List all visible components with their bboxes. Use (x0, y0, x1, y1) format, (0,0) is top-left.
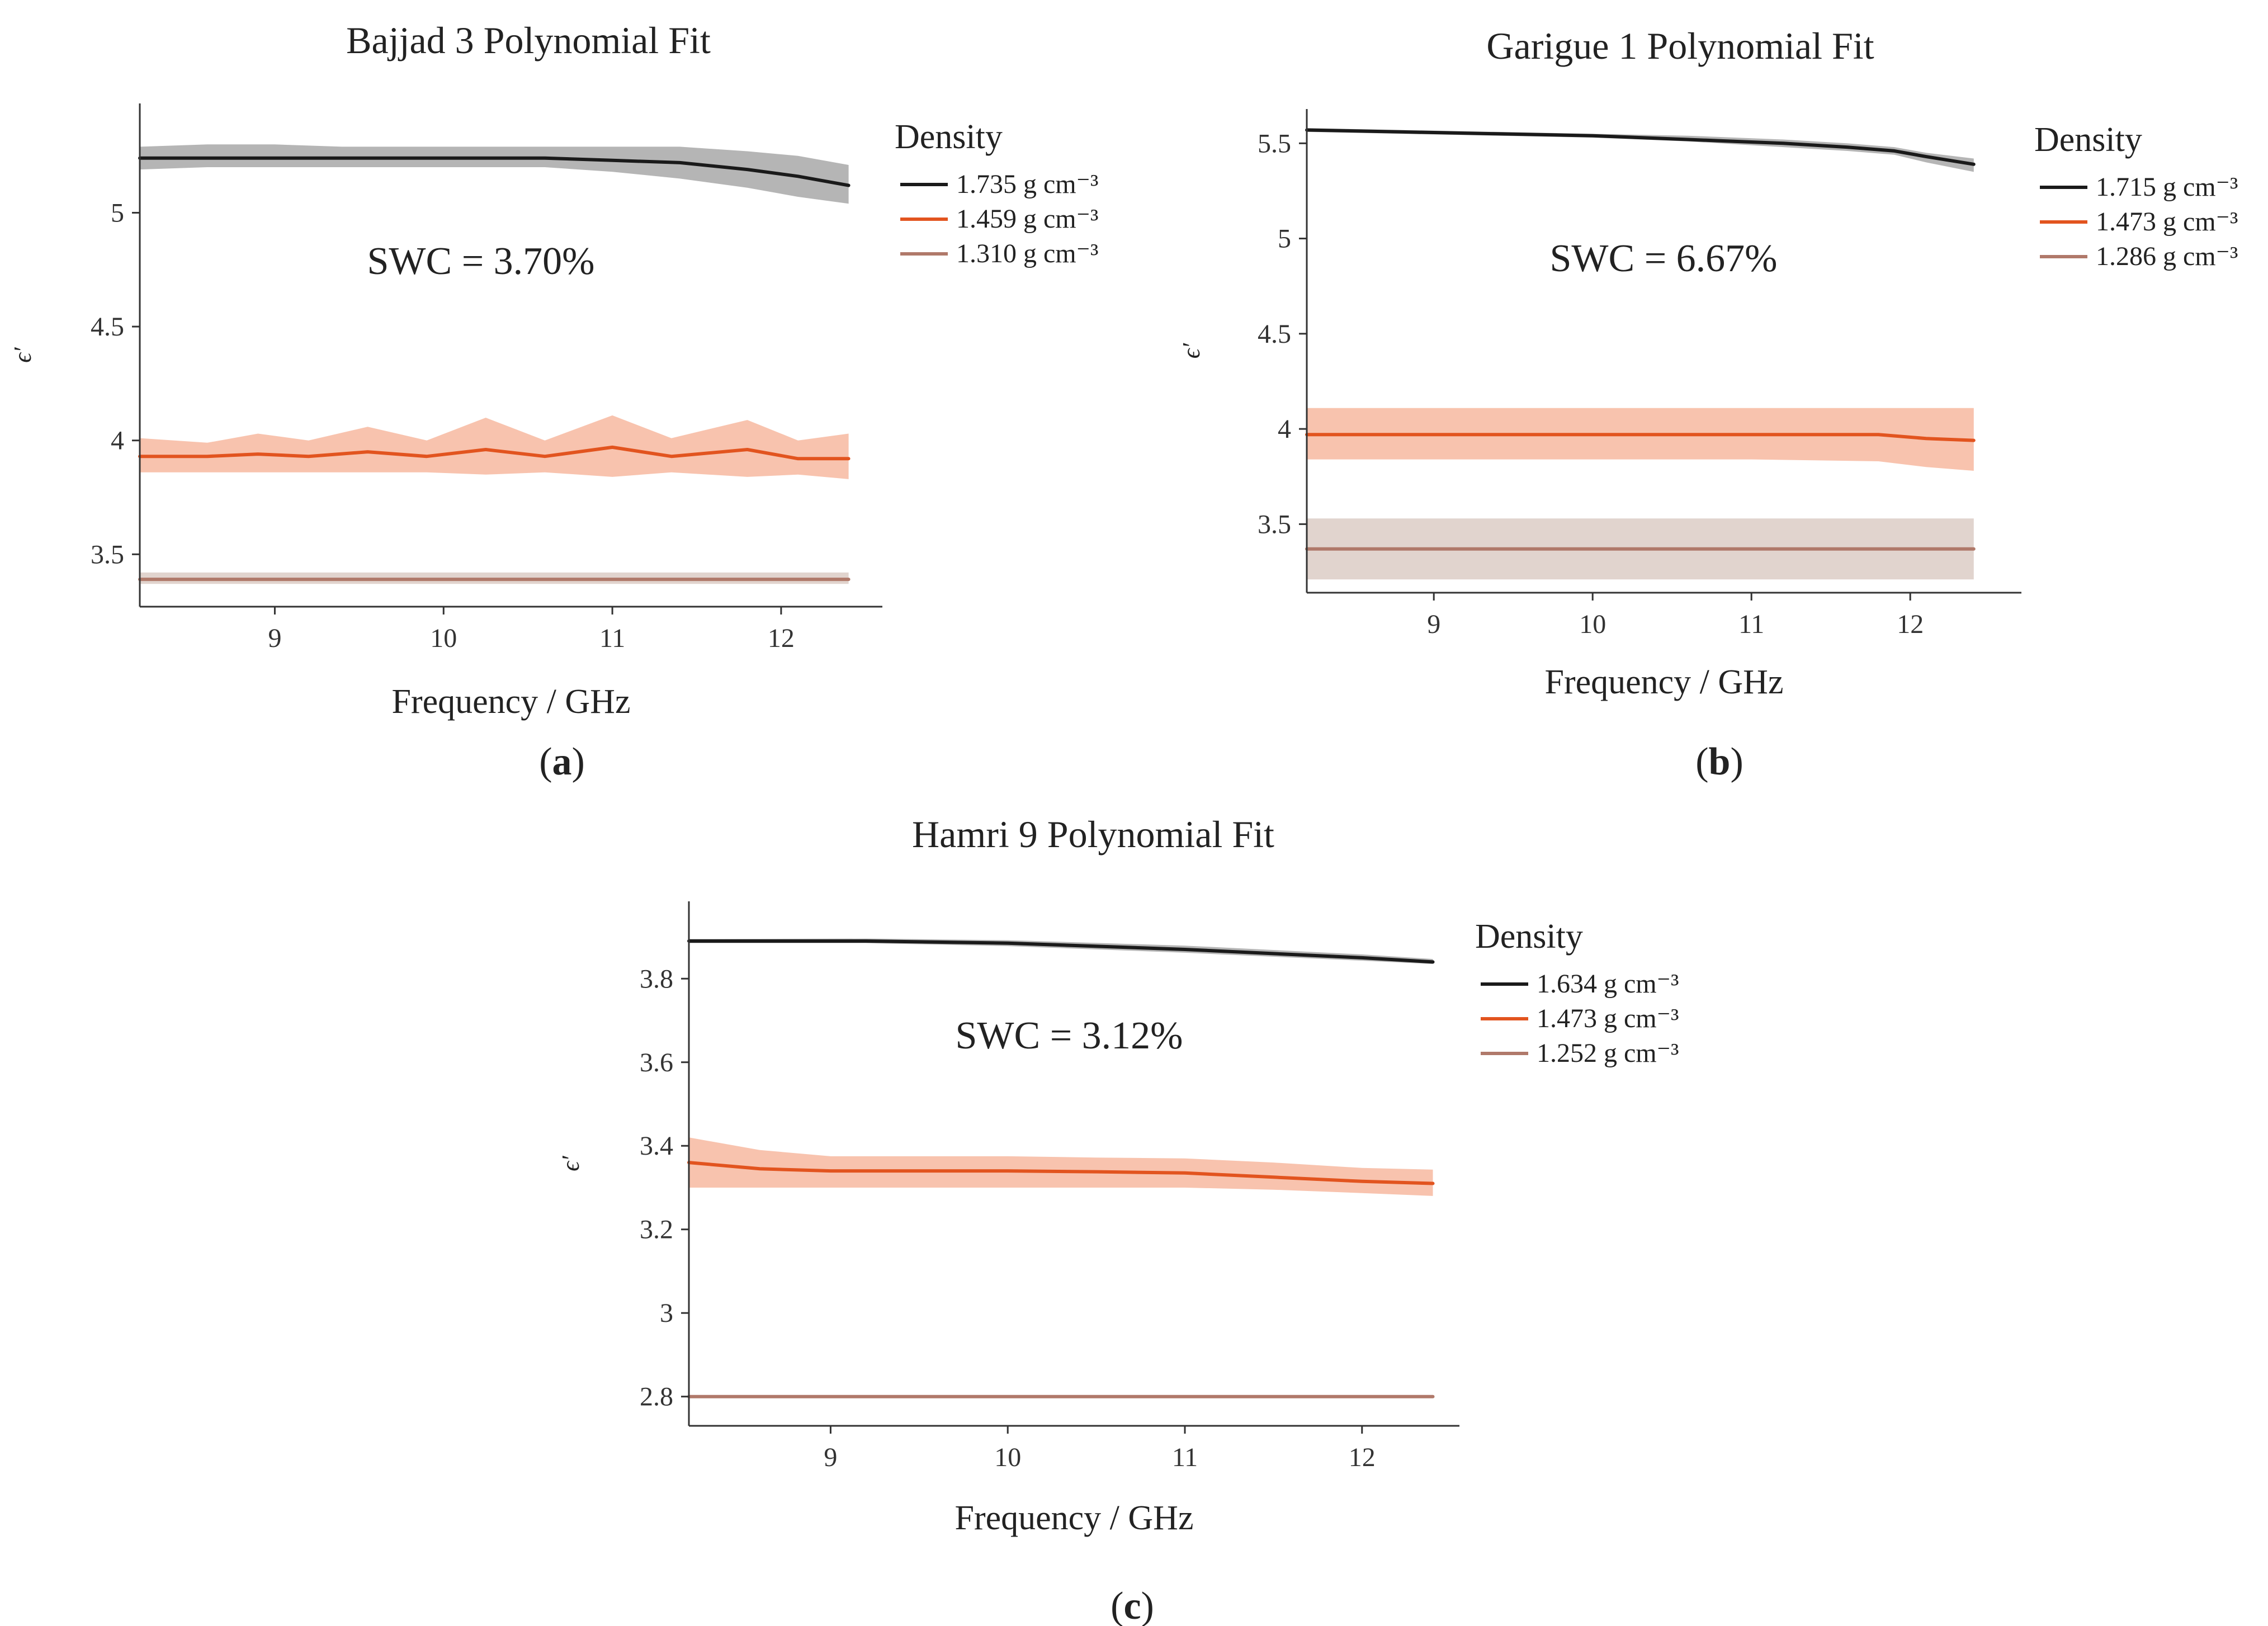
legend-label-3: 1.310 g cm⁻³ (956, 239, 1098, 268)
series-line-1 (1305, 128, 1976, 166)
legend-label-2: 1.473 g cm⁻³ (1537, 1004, 1679, 1033)
panel-c: 9 10 11 12 2.8 3 3.2 3.4 3.6 3.8 Hamri 9 Polynomia… (557, 813, 1679, 1626)
y-tick-label: 4 (1278, 414, 1291, 444)
chart-title: Garigue 1 Polynomial Fit (1486, 25, 1874, 67)
x-tick-label: 9 (268, 623, 281, 653)
x-tick-label: 12 (768, 623, 795, 653)
caption-paren-close: ) (572, 740, 585, 783)
legend-title: Density (895, 118, 1003, 156)
x-tick-label: 12 (1349, 1443, 1376, 1472)
x-tick-label: 9 (1427, 609, 1440, 639)
series-line-2 (687, 1161, 1435, 1185)
caption-paren-close: ) (1730, 740, 1743, 783)
panel-caption: (c) (1111, 1585, 1154, 1626)
y-axis-label: ϵ′ (9, 347, 36, 363)
x-tick-label: 11 (1738, 609, 1764, 639)
legend-label-2: 1.473 g cm⁻³ (2096, 207, 2238, 237)
series-line-1 (138, 156, 850, 187)
panel-caption: (b) (1695, 740, 1743, 783)
y-tick-label: 4.5 (1258, 319, 1291, 349)
x-axis-label: Frequency / GHz (392, 683, 631, 721)
caption-paren-open: ( (1695, 740, 1708, 783)
x-tick-label: 10 (1579, 609, 1606, 639)
legend-label-1: 1.634 g cm⁻³ (1537, 969, 1679, 999)
x-tick-label: 10 (430, 623, 457, 653)
x-axis-label: Frequency / GHz (1545, 663, 1784, 701)
y-tick-label: 4.5 (91, 312, 124, 342)
y-tick-label: 5.5 (1258, 129, 1291, 158)
y-tick-label: 5 (111, 198, 124, 228)
legend-label-3: 1.286 g cm⁻³ (2096, 242, 2238, 271)
y-tick-label: 3.5 (1258, 509, 1291, 539)
swc-annotation: SWC = 3.70% (367, 240, 595, 283)
panel-caption: (a) (539, 740, 585, 783)
y-tick-label: 5 (1278, 224, 1291, 254)
legend-label-2: 1.459 g cm⁻³ (956, 204, 1098, 234)
y-tick-label: 3.8 (640, 964, 673, 994)
x-tick-label: 11 (599, 623, 625, 653)
series-line-1 (687, 939, 1435, 964)
y-tick-label: 3.2 (640, 1215, 673, 1245)
chart-title: Bajjad 3 Polynomial Fit (346, 19, 711, 62)
y-tick-label: 4 (111, 426, 124, 456)
caption-paren-open: ( (1111, 1585, 1123, 1626)
legend-label-1: 1.715 g cm⁻³ (2096, 172, 2238, 202)
y-axis-label: ϵ′ (1178, 342, 1205, 358)
caption-letter: c (1123, 1585, 1141, 1626)
legend-label-3: 1.252 g cm⁻³ (1537, 1038, 1679, 1068)
legend-title: Density (2034, 121, 2142, 159)
y-tick-label: 3 (660, 1298, 673, 1328)
chart-title: Hamri 9 Polynomial Fit (912, 813, 1274, 855)
y-tick-label: 3.6 (640, 1048, 673, 1077)
y-tick-label: 3.5 (91, 540, 124, 569)
caption-letter: a (552, 740, 572, 783)
legend-label-1: 1.735 g cm⁻³ (956, 169, 1098, 199)
panel-b: 9 10 11 12 3.5 4 4.5 5 5.5 Garigue 1 Polynomial F… (1178, 25, 2238, 783)
x-tick-label: 11 (1172, 1443, 1198, 1472)
x-tick-label: 9 (824, 1443, 837, 1472)
confidence-band-2 (689, 1137, 1433, 1196)
confidence-band-2 (1307, 408, 1974, 471)
y-axis-label: ϵ′ (557, 1155, 584, 1171)
caption-paren-open: ( (539, 740, 552, 783)
y-tick-label: 3.4 (640, 1131, 673, 1161)
legend-title: Density (1475, 918, 1583, 956)
confidence-band-2 (140, 415, 849, 479)
series-line-2 (1305, 433, 1976, 442)
x-tick-label: 10 (994, 1443, 1021, 1472)
y-tick-label: 2.8 (640, 1382, 673, 1412)
confidence-band-1 (140, 144, 849, 204)
swc-annotation: SWC = 6.67% (1550, 237, 1778, 280)
caption-paren-close: ) (1141, 1585, 1154, 1626)
swc-annotation: SWC = 3.12% (956, 1014, 1183, 1057)
panel-a: 9 10 11 12 3.5 4 4.5 5 Bajjad 3 Polynomial Fit Fr… (9, 19, 1098, 783)
x-tick-label: 12 (1897, 609, 1924, 639)
series-line-2 (138, 445, 850, 461)
caption-letter: b (1709, 740, 1731, 783)
x-axis-label: Frequency / GHz (955, 1499, 1194, 1537)
